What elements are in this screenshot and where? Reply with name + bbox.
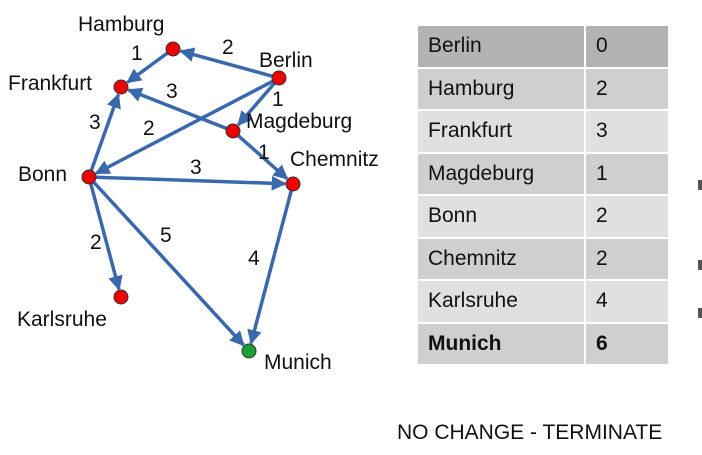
distance-cell: 0	[586, 26, 668, 67]
table-row: Chemnitz 2	[418, 238, 668, 279]
edge-bonn-karlsruhe	[89, 183, 123, 291]
city-cell: Hamburg	[418, 68, 586, 109]
table-row: Bonn 2	[418, 196, 668, 237]
edges-layer	[89, 47, 293, 347]
edge-weight-berlin-magdeburg: 1	[272, 88, 284, 111]
edge-weight-magdeburg-frankfurt: 3	[166, 80, 178, 103]
edge-magdeburg-frankfurt	[127, 87, 228, 131]
edge-weight-magdeburg-chemnitz: 1	[258, 141, 270, 164]
edge-mark	[698, 308, 702, 318]
edge-mark	[698, 180, 702, 190]
city-cell: Frankfurt	[418, 111, 586, 152]
table-row: Munich 6	[418, 323, 668, 364]
node-label-bonn: Bonn	[18, 163, 67, 186]
edge-mark	[698, 260, 702, 270]
node-label-berlin: Berlin	[259, 49, 313, 72]
edge-weight-berlin-hamburg: 2	[222, 36, 234, 59]
edge-weight-berlin-bonn: 2	[143, 117, 155, 140]
node-bonn	[81, 169, 97, 185]
edge-berlin-bonn	[94, 79, 274, 175]
edge-chemnitz-munich	[247, 190, 293, 345]
edge-weight-chemnitz-munich: 4	[248, 247, 260, 270]
edge-weight-hamburg-frankfurt: 1	[131, 42, 143, 65]
node-hamburg	[165, 41, 181, 57]
city-cell: Berlin	[418, 26, 586, 67]
city-cell: Chemnitz	[418, 238, 586, 279]
distance-cell: 2	[586, 196, 668, 237]
distance-cell: 4	[586, 281, 668, 322]
edge-berlin-magdeburg	[236, 82, 276, 127]
node-frankfurt	[113, 79, 129, 95]
node-munich	[241, 343, 257, 359]
edge-weight-bonn-frankfurt: 3	[89, 111, 101, 134]
distance-table: Berlin 0 Hamburg 2 Frankfurt 3 Magdeburg 1 Bonn 2…	[418, 24, 668, 366]
edge-magdeburg-chemnitz	[237, 134, 289, 181]
edge-berlin-hamburg	[179, 47, 273, 78]
distance-cell: 2	[586, 238, 668, 279]
table-row: Berlin 0	[418, 26, 668, 67]
edge-bonn-chemnitz	[95, 175, 287, 191]
table-row: Karlsruhe 4	[418, 281, 668, 322]
nodes-layer	[81, 41, 301, 359]
node-label-hamburg: Hamburg	[78, 13, 164, 36]
distance-cell: 6	[586, 323, 668, 364]
edge-bonn-munich	[92, 180, 245, 347]
node-magdeburg	[225, 123, 241, 139]
city-cell: Karlsruhe	[418, 281, 586, 322]
status-text: NO CHANGE - TERMINATE	[397, 421, 663, 444]
edge-bonn-frankfurt	[89, 93, 121, 171]
node-label-frankfurt: Frankfurt	[8, 72, 92, 95]
distance-cell: 2	[586, 68, 668, 109]
table-row: Hamburg 2	[418, 68, 668, 109]
table-row: Frankfurt 3	[418, 111, 668, 152]
edge-weight-bonn-munich: 5	[160, 224, 172, 247]
node-label-chemnitz: Chemnitz	[290, 148, 379, 171]
edge-weight-bonn-chemnitz: 3	[190, 156, 202, 179]
city-cell: Munich	[418, 323, 586, 364]
city-cell: Bonn	[418, 196, 586, 237]
node-chemnitz	[285, 176, 301, 192]
edge-hamburg-frankfurt	[126, 51, 169, 84]
node-label-karlsruhe: Karlsruhe	[17, 308, 107, 331]
table-row: Magdeburg 1	[418, 153, 668, 194]
edge-weight-bonn-karlsruhe: 2	[90, 231, 102, 254]
node-label-munich: Munich	[264, 351, 332, 374]
distance-cell: 1	[586, 153, 668, 194]
node-berlin	[271, 70, 287, 86]
city-cell: Magdeburg	[418, 153, 586, 194]
distance-cell: 3	[586, 111, 668, 152]
node-karlsruhe	[113, 289, 129, 305]
node-label-magdeburg: Magdeburg	[246, 110, 352, 133]
